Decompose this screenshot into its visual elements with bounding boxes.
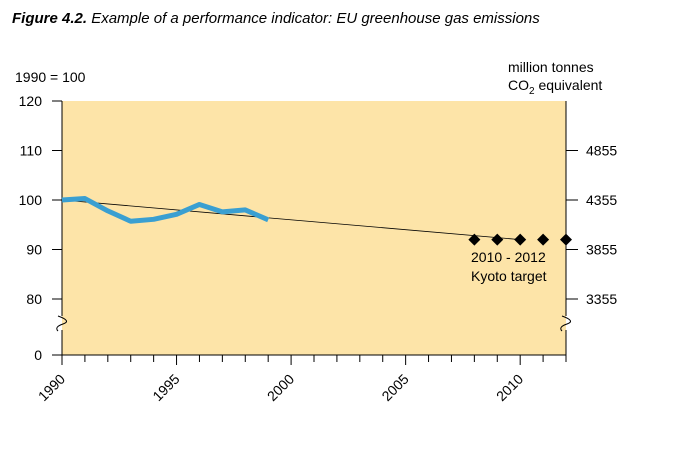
right-axis-label-line2: CO2 equivalent [508, 77, 602, 97]
kyoto-target-marker [514, 233, 527, 246]
figure-caption: Figure 4.2. Example of a performance ind… [12, 10, 540, 27]
figure-title: Example of a performance indicator: EU g… [91, 10, 540, 27]
left-axis: 0 80 90 100 110 120 [19, 93, 63, 363]
left-axis-tick-label: 120 [19, 93, 43, 109]
figure-label: Figure 4.2. [12, 10, 88, 27]
kyoto-target-marker [537, 233, 550, 246]
target-label-line2: Kyoto target [471, 268, 547, 284]
right-axis: 3355 3855 4355 4855 [565, 101, 617, 355]
x-axis-tick-label: 2005 [378, 371, 411, 404]
right-axis-label-line1: million tonnes [508, 59, 594, 75]
kyoto-target-marker [468, 233, 481, 246]
x-axis-tick-label: 1990 [35, 371, 68, 404]
left-axis-tick-label: 0 [34, 347, 42, 363]
left-axis-tick-label: 110 [20, 143, 43, 159]
right-axis-tick-label: 4855 [586, 143, 617, 159]
left-axis-tick-label: 100 [19, 192, 43, 208]
left-axis-tick-label: 80 [26, 291, 42, 307]
axis-breaks [56, 315, 572, 332]
left-axis-break-icon [56, 315, 68, 332]
kyoto-target-marker [491, 233, 504, 246]
right-axis-break-icon [560, 315, 572, 332]
right-axis-tick-label: 4355 [586, 192, 617, 208]
x-axis-tick-label: 1995 [149, 371, 182, 404]
left-axis-tick-label: 90 [26, 242, 42, 258]
x-axis: 1990 1995 2000 2005 2010 [35, 354, 567, 404]
x-axis-tick-label: 2010 [493, 371, 526, 404]
emissions-series-line [61, 196, 270, 224]
trend-line [61, 199, 521, 240]
kyoto-target-marker [560, 233, 572, 246]
x-axis-tick-label: 2000 [264, 371, 297, 404]
target-label-line1: 2010 - 2012 [471, 249, 546, 265]
kyoto-target-markers [468, 233, 572, 246]
right-axis-tick-label: 3855 [586, 242, 617, 258]
left-axis-label: 1990 = 100 [15, 69, 86, 85]
right-axis-tick-label: 3355 [586, 291, 617, 307]
plot-area [62, 101, 566, 355]
